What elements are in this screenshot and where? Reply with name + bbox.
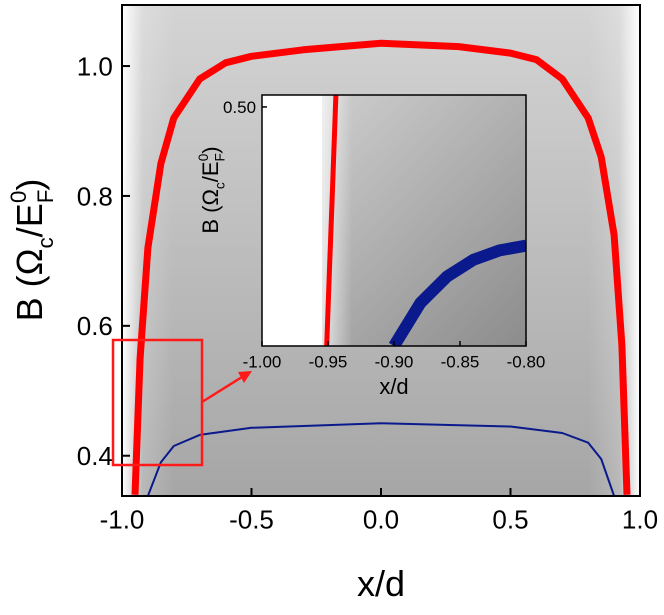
y-tick-label: 0.4 <box>77 441 113 471</box>
y-tick-label: 0.6 <box>77 311 113 341</box>
inset-plot: -1.00 -0.95 -0.90 -0.85 -0.80 0.50 x/d B (Ωc/EF… <box>196 94 546 399</box>
x-tick-label: -0.5 <box>229 505 274 535</box>
y-axis-label-part: ) <box>9 179 50 191</box>
x-tick-label: -1.0 <box>100 505 145 535</box>
y-axis-label-part: 0 <box>196 153 211 161</box>
zoom-arrow <box>201 375 243 404</box>
inset-white-region <box>262 95 322 346</box>
data-line <box>388 239 526 346</box>
y-axis-label-part: B (Ω <box>198 189 223 234</box>
y-axis-label-part: /E <box>9 203 50 237</box>
x-tick-label: 1.0 <box>622 505 658 535</box>
y-axis-label-part: /E <box>198 161 223 182</box>
y-axis-label: B (Ωc/EF0) <box>196 146 228 233</box>
x-tick-label: -0.90 <box>375 352 414 371</box>
y-axis-label-part: B (Ω <box>9 248 50 321</box>
y-tick-label: 0.8 <box>77 181 113 211</box>
x-tick-label: 0.0 <box>363 505 399 535</box>
x-tick-label: -0.80 <box>507 352 546 371</box>
y-axis-label-part: ) <box>198 146 223 153</box>
x-axis-label: x/d <box>357 563 405 604</box>
y-tick-label: 0.50 <box>223 98 256 117</box>
y-tick-label: 1.0 <box>77 51 113 81</box>
zoom-arrow-head <box>238 371 252 383</box>
y-axis-label-part: c <box>33 237 58 248</box>
x-tick-label: 0.5 <box>492 505 528 535</box>
data-line <box>324 95 339 346</box>
data-line <box>146 422 616 496</box>
y-axis-label-part: F <box>33 190 58 204</box>
y-axis-label-part: c <box>213 182 228 189</box>
data-line <box>131 39 631 495</box>
x-tick-label: -0.85 <box>441 352 480 371</box>
y-axis-label-part: 0 <box>6 191 31 203</box>
x-tick-label: -1.00 <box>243 352 282 371</box>
y-axis-label: B (Ωc/EF0) <box>6 179 58 322</box>
zoom-box <box>111 338 204 467</box>
x-axis-label: x/d <box>379 374 408 399</box>
y-axis-label-part: F <box>213 153 228 161</box>
x-tick-label: -0.95 <box>309 352 348 371</box>
